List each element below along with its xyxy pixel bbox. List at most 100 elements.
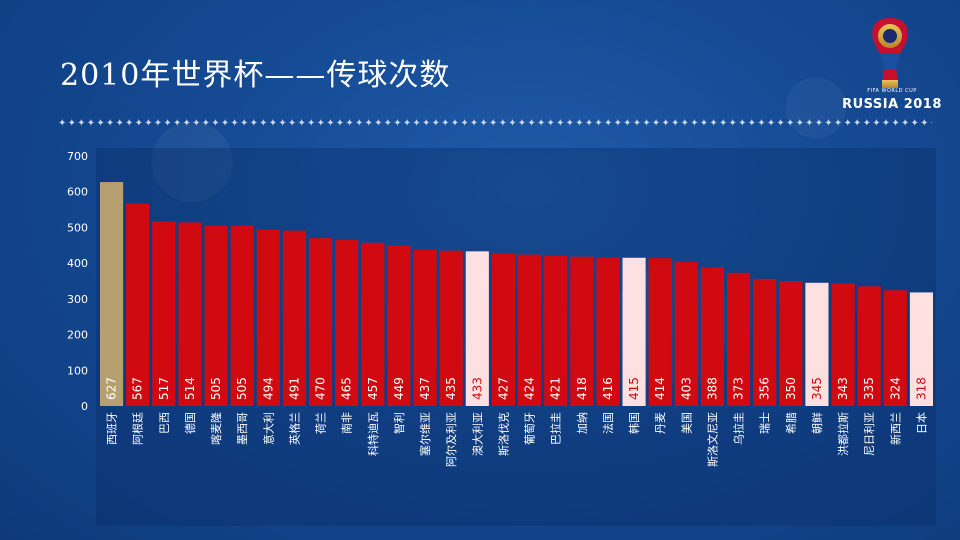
bar-value-label: 427	[496, 377, 510, 400]
bar	[439, 250, 463, 406]
category-label: 英格兰	[287, 412, 301, 445]
bar-value-label: 491	[287, 377, 301, 400]
decorative-divider: ✦✦✦✦✦✦✦✦✦✦✦✦✦✦✦✦✦✦✦✦✦✦✦✦✦✦✦✦✦✦✦✦✦✦✦✦✦✦✦✦…	[58, 118, 932, 129]
category-label: 喀麦隆	[209, 412, 223, 445]
bar	[518, 254, 542, 406]
bar-value-label: 388	[705, 377, 719, 400]
category-label: 阿根廷	[131, 412, 145, 445]
bar	[282, 230, 306, 406]
bar	[779, 281, 803, 406]
bar-value-label: 350	[784, 377, 798, 400]
bar-value-label: 318	[914, 377, 928, 400]
bar-value-label: 424	[523, 377, 537, 400]
bar-value-label: 421	[549, 377, 563, 400]
bar-value-label: 416	[601, 377, 615, 400]
bar	[387, 245, 411, 406]
bar	[622, 257, 646, 406]
bar	[596, 257, 620, 406]
bar-value-label: 345	[810, 377, 824, 400]
bar-value-label: 505	[235, 377, 249, 400]
bar-value-label: 373	[732, 377, 746, 400]
bar-value-label: 403	[679, 377, 693, 400]
category-label: 朝鲜	[810, 412, 824, 434]
bar	[204, 225, 228, 406]
category-label: 日本	[914, 412, 928, 434]
category-label: 尼日利亚	[863, 412, 876, 456]
bar-value-label: 324	[888, 377, 902, 400]
category-label: 荷兰	[315, 412, 328, 434]
y-tick-label: 200	[67, 329, 88, 342]
bar	[909, 292, 933, 406]
category-label: 瑞士	[758, 412, 772, 434]
logo-title: RUSSIA 2018	[842, 97, 942, 112]
bar	[256, 229, 280, 406]
category-label: 塞尔维亚	[418, 412, 432, 456]
bar	[648, 258, 672, 406]
y-tick-label: 400	[67, 257, 88, 270]
bar	[753, 278, 777, 406]
bar-value-label: 343	[836, 377, 850, 400]
category-label: 澳大利亚	[470, 412, 484, 456]
bar	[335, 239, 359, 406]
logo-subtitle: FIFA WORLD CUP	[867, 88, 917, 94]
category-label: 智利	[392, 412, 406, 434]
bar	[831, 283, 855, 406]
bar	[805, 282, 829, 406]
trophy-icon	[872, 18, 908, 88]
category-label: 墨西哥	[236, 412, 249, 445]
category-label: 丹麦	[654, 412, 667, 434]
category-label: 乌拉圭	[732, 412, 746, 445]
bar	[491, 253, 515, 406]
bar-value-label: 335	[862, 377, 876, 400]
category-label: 巴拉圭	[549, 412, 563, 445]
bar	[700, 267, 724, 406]
pass-count-chart: 0 100 200 300 400 500 600 700 627 西班牙 567 阿根廷 517 巴西 5…	[67, 148, 936, 526]
category-label: 洪都拉斯	[836, 412, 850, 456]
category-label: 加纳	[576, 412, 589, 434]
y-tick-label: 600	[67, 186, 88, 199]
y-tick-label: 100	[67, 364, 88, 377]
y-tick-label: 300	[67, 293, 88, 306]
bar	[570, 256, 594, 406]
category-label: 法国	[601, 412, 615, 434]
bar	[857, 286, 881, 406]
y-tick-label: 500	[67, 221, 88, 234]
bar-value-label: 435	[444, 377, 458, 400]
bar-value-label: 457	[366, 377, 380, 400]
category-label: 南非	[341, 412, 354, 434]
bar	[178, 222, 202, 406]
category-label: 巴西	[158, 412, 171, 434]
category-label: 美国	[680, 412, 693, 434]
category-label: 德国	[183, 412, 197, 434]
category-label: 意大利	[261, 412, 275, 445]
bar	[544, 255, 568, 406]
bar-value-label: 437	[418, 377, 432, 400]
bar-value-label: 514	[183, 377, 197, 400]
bar-value-label: 470	[314, 377, 328, 400]
category-label: 科特迪瓦	[366, 412, 380, 456]
bar	[361, 242, 385, 406]
page-title: 2010年世界杯——传球次数	[60, 58, 451, 93]
bar	[152, 221, 176, 406]
bar	[883, 290, 907, 406]
bar-value-label: 449	[392, 377, 406, 400]
world-cup-logo	[840, 14, 940, 114]
bar-value-label: 627	[105, 377, 119, 400]
bar-value-label: 418	[575, 377, 589, 400]
category-label: 希腊	[784, 412, 798, 434]
category-label: 斯洛文尼亚	[705, 412, 719, 467]
bar	[100, 182, 124, 406]
y-tick-label: 0	[81, 400, 88, 413]
bar	[465, 251, 489, 406]
y-tick-label: 700	[67, 150, 88, 163]
bar	[674, 262, 698, 406]
bar	[126, 203, 150, 406]
bar-value-label: 415	[627, 377, 641, 400]
bar-value-label: 517	[157, 377, 171, 400]
bar	[230, 225, 254, 406]
bar	[309, 238, 333, 406]
category-label: 新西兰	[888, 412, 902, 445]
bar	[727, 272, 751, 406]
category-label: 阿尔及利亚	[445, 412, 458, 467]
bar-value-label: 494	[261, 377, 275, 400]
